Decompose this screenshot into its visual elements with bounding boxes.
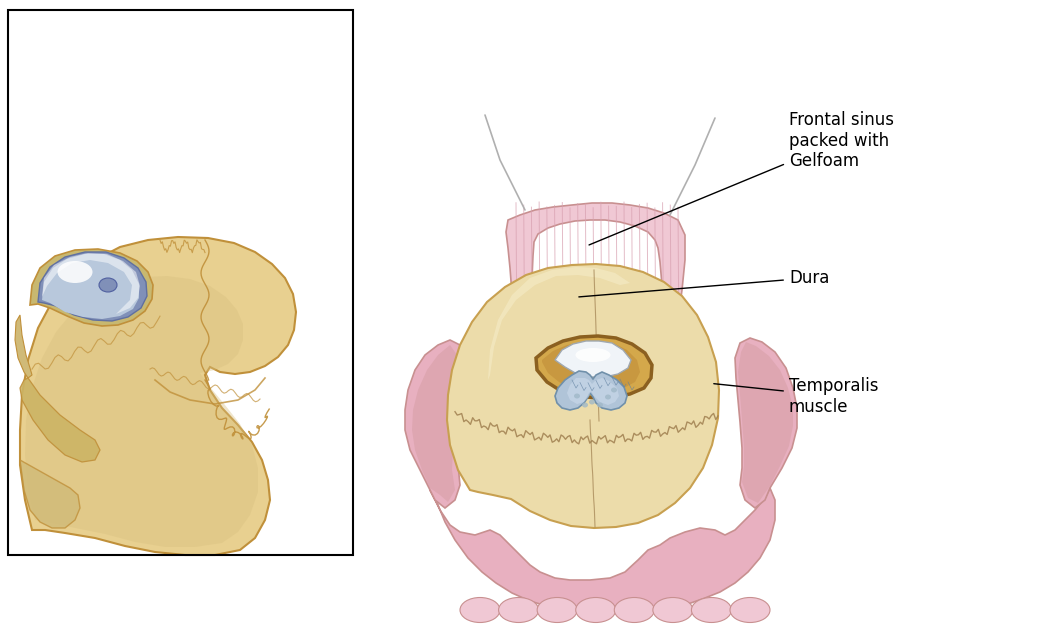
Polygon shape	[30, 249, 153, 326]
Polygon shape	[42, 254, 139, 319]
Ellipse shape	[611, 387, 617, 392]
Polygon shape	[506, 203, 685, 360]
Polygon shape	[488, 267, 630, 380]
Ellipse shape	[574, 394, 580, 399]
Text: Frontal sinus
packed with
Gelfoam: Frontal sinus packed with Gelfoam	[589, 111, 894, 245]
Ellipse shape	[57, 261, 92, 283]
Ellipse shape	[691, 597, 732, 622]
Polygon shape	[15, 315, 32, 378]
Polygon shape	[536, 336, 652, 398]
Polygon shape	[555, 341, 631, 377]
Polygon shape	[20, 378, 100, 462]
Ellipse shape	[460, 597, 500, 622]
Ellipse shape	[653, 597, 692, 622]
Polygon shape	[38, 252, 147, 321]
Ellipse shape	[576, 597, 616, 622]
Polygon shape	[20, 460, 80, 528]
Ellipse shape	[99, 278, 117, 292]
Polygon shape	[42, 253, 140, 314]
Polygon shape	[20, 237, 296, 555]
Bar	[8, 10, 353, 555]
Polygon shape	[405, 340, 465, 508]
Polygon shape	[738, 342, 793, 503]
Polygon shape	[25, 276, 258, 547]
Ellipse shape	[498, 597, 539, 622]
Polygon shape	[412, 345, 460, 502]
Text: Temporalis
muscle: Temporalis muscle	[714, 377, 878, 415]
Polygon shape	[567, 378, 619, 405]
Polygon shape	[555, 371, 627, 410]
Ellipse shape	[614, 597, 654, 622]
Ellipse shape	[597, 403, 603, 408]
Ellipse shape	[730, 597, 770, 622]
Ellipse shape	[537, 597, 577, 622]
Polygon shape	[430, 488, 775, 613]
Ellipse shape	[605, 394, 611, 399]
Ellipse shape	[575, 348, 610, 362]
Text: Dura: Dura	[579, 269, 829, 297]
Ellipse shape	[589, 399, 595, 404]
Ellipse shape	[582, 403, 588, 408]
Polygon shape	[447, 264, 719, 528]
Polygon shape	[542, 341, 640, 392]
Polygon shape	[735, 338, 797, 508]
